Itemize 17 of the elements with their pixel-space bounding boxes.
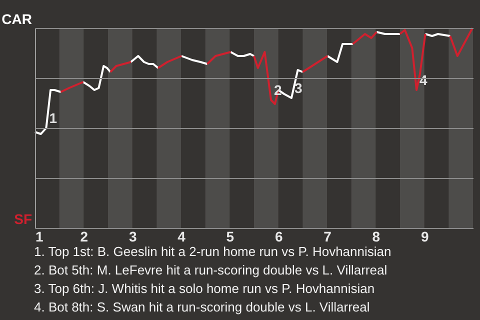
text: 4. Bot 8th: S. Swan hit a run-scoring double vs L. Villarreal [34,300,370,314]
text: 1. Top 1st: B. Geeslin hit a 2-run home run vs P. Hovhannisian [34,244,392,259]
x-tick-label: 5 [226,228,234,244]
x-tick-label: 7 [324,228,332,244]
text: 3. Top 6th: J. Whitis hit a solo home run vs P. Hovhannisian [34,281,375,296]
x-tick-label: 2 [80,228,88,244]
x-tick-label: 6 [274,228,283,244]
annotation: 3 [294,80,302,96]
x-tick-label: 3 [128,228,137,244]
x-tick-label: 4 [178,228,186,244]
x-tick-label: 9 [420,228,429,244]
text: 2. Bot 5th: M. LeFevre hit a run-scoring double vs L. Villarreal [34,262,388,278]
text: CAR [2,11,32,27]
x-tick-label: 1 [36,228,44,244]
text: SF [14,211,32,227]
x-tick-label: 8 [372,228,380,244]
annotation: 1 [49,110,58,126]
